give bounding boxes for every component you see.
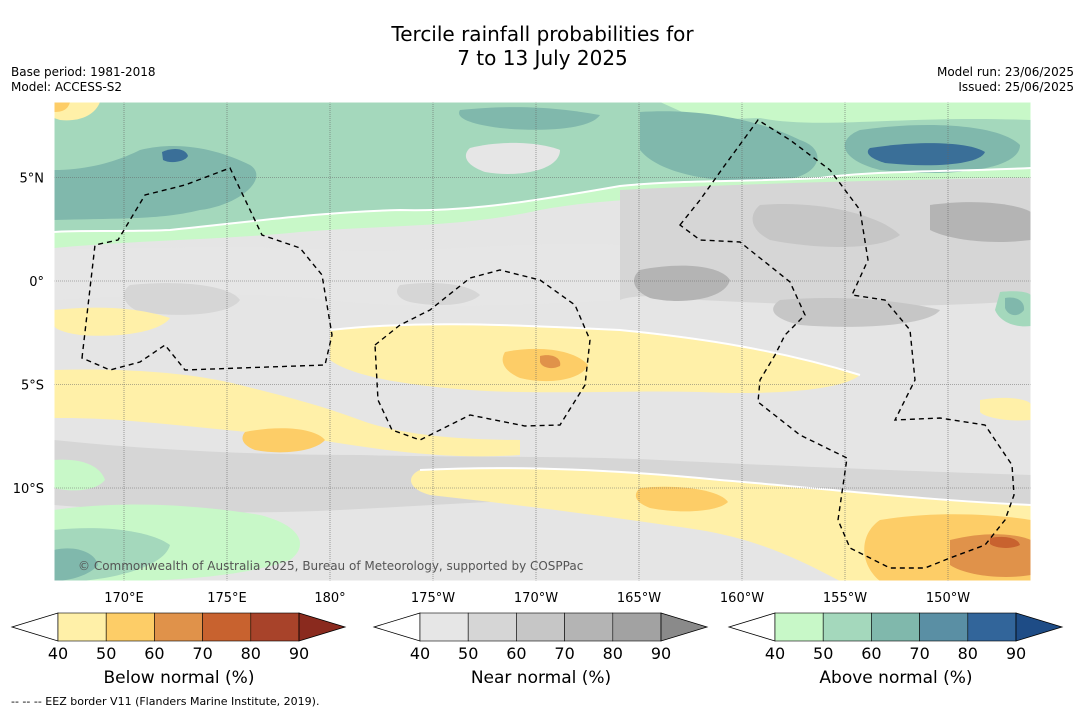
lon-label: 180° (314, 591, 345, 606)
colorbar-segment (612, 612, 662, 642)
lon-label: 175°E (207, 591, 247, 606)
base-period: Base period: 1981-2018 (11, 65, 156, 79)
lat-label: 0° (29, 275, 44, 290)
lat-label: 5°N (20, 172, 45, 187)
lon-label: 170°W (514, 591, 558, 606)
colorbar-tick-label: 70 (554, 644, 574, 663)
colorbar-segment (105, 612, 155, 642)
colorbar-tick-label: 80 (241, 644, 261, 663)
colorbar-segment (564, 612, 614, 642)
colorbar-max-extend (298, 612, 347, 642)
colorbar-tick-label: 50 (96, 644, 116, 663)
latitude-labels: 5°N 0° 5°S 10°S (13, 172, 44, 498)
model-run: Model run: 23/06/2025 (936, 65, 1074, 79)
colorbar-segment (516, 612, 565, 642)
colorbar-tick-label: 60 (144, 644, 164, 663)
colorbar-segment (57, 612, 107, 642)
colorbar: 40 50 60 70 80 90 (727, 612, 1064, 663)
copyright-notice: © Commonwealth of Australia 2025, Bureau… (78, 559, 583, 573)
colorbars: 40 50 60 70 80 90 40 50 60 70 80 90 40 50 60 70 80 90 (10, 612, 1064, 663)
colorbar-min-extend (372, 612, 421, 642)
colorbar-tick-label: 40 (410, 644, 430, 663)
lon-label: 170°E (104, 591, 144, 606)
meta-right: Model run: 23/06/2025 Issued: 25/06/2025 (937, 65, 1074, 95)
title-line-1: Tercile rainfall probabilities for (391, 22, 694, 46)
gridlines (54, 102, 1031, 581)
colorbar-segment (871, 612, 920, 642)
colorbar-min-extend (727, 612, 776, 642)
lon-label: 175°W (411, 591, 455, 606)
eez-border-line-islands (679, 119, 1015, 569)
colorbar-max-extend (1015, 612, 1064, 642)
colorbar-segment (774, 612, 824, 642)
eez-border-phoenix (374, 269, 591, 441)
lon-label: 165°W (617, 591, 661, 606)
colorbar-tick-label: 70 (192, 644, 212, 663)
colorbar-label-below: Below normal (%) (103, 668, 255, 688)
colorbar-segment (202, 612, 252, 642)
eez-border-tuvalu (81, 167, 333, 371)
colorbar-tick-label: 50 (813, 644, 833, 663)
colorbar-tick-label: 80 (958, 644, 978, 663)
colorbar-tick-label: 90 (1006, 644, 1026, 663)
lon-label: 155°W (823, 591, 867, 606)
lat-label: 5°S (21, 379, 44, 394)
map-title: Tercile rainfall probabilities for 7 to … (0, 22, 1085, 70)
colorbar: 40 50 60 70 80 90 (372, 612, 709, 663)
colorbar-tick-label: 90 (651, 644, 671, 663)
colorbar-tick-label: 90 (289, 644, 309, 663)
lon-label: 160°W (720, 591, 764, 606)
colorbar-segment (822, 612, 872, 642)
longitude-labels: 170°E 175°E 180° 175°W 170°W 165°W 160°W 155°W 1… (104, 591, 970, 606)
lon-label: 150°W (926, 591, 970, 606)
colorbar-tick-label: 60 (506, 644, 526, 663)
colorbar-label-near: Near normal (%) (470, 668, 612, 688)
eez-footnote: -- -- -- EEZ border V11 (Flanders Marine… (11, 695, 320, 708)
colorbar-segment (919, 612, 969, 642)
colorbar-tick-label: 40 (765, 644, 785, 663)
model-name: Model: ACCESS-S2 (11, 80, 123, 94)
colorbar-max-extend (660, 612, 709, 642)
title-line-2: 7 to 13 July 2025 (457, 46, 628, 70)
colorbar-segment (250, 612, 300, 642)
probability-field (54, 102, 1031, 581)
colorbar-min-extend (10, 612, 59, 642)
colorbar-tick-label: 50 (458, 644, 478, 663)
colorbar-tick-label: 70 (909, 644, 929, 663)
colorbar-segment (967, 612, 1017, 642)
colorbar: 40 50 60 70 80 90 (10, 612, 347, 663)
meta-left: Base period: 1981-2018 Model: ACCESS-S2 (11, 65, 156, 95)
colorbar-tick-label: 60 (861, 644, 881, 663)
issued-date: Issued: 25/06/2025 (958, 80, 1074, 94)
colorbar-segment (154, 612, 203, 642)
colorbar-segment (467, 612, 517, 642)
colorbar-segment (419, 612, 469, 642)
colorbar-label-above: Above normal (%) (819, 668, 973, 688)
eez-borders (81, 119, 1015, 569)
lat-label: 10°S (13, 482, 44, 497)
colorbar-tick-label: 40 (48, 644, 68, 663)
colorbar-tick-label: 80 (603, 644, 623, 663)
